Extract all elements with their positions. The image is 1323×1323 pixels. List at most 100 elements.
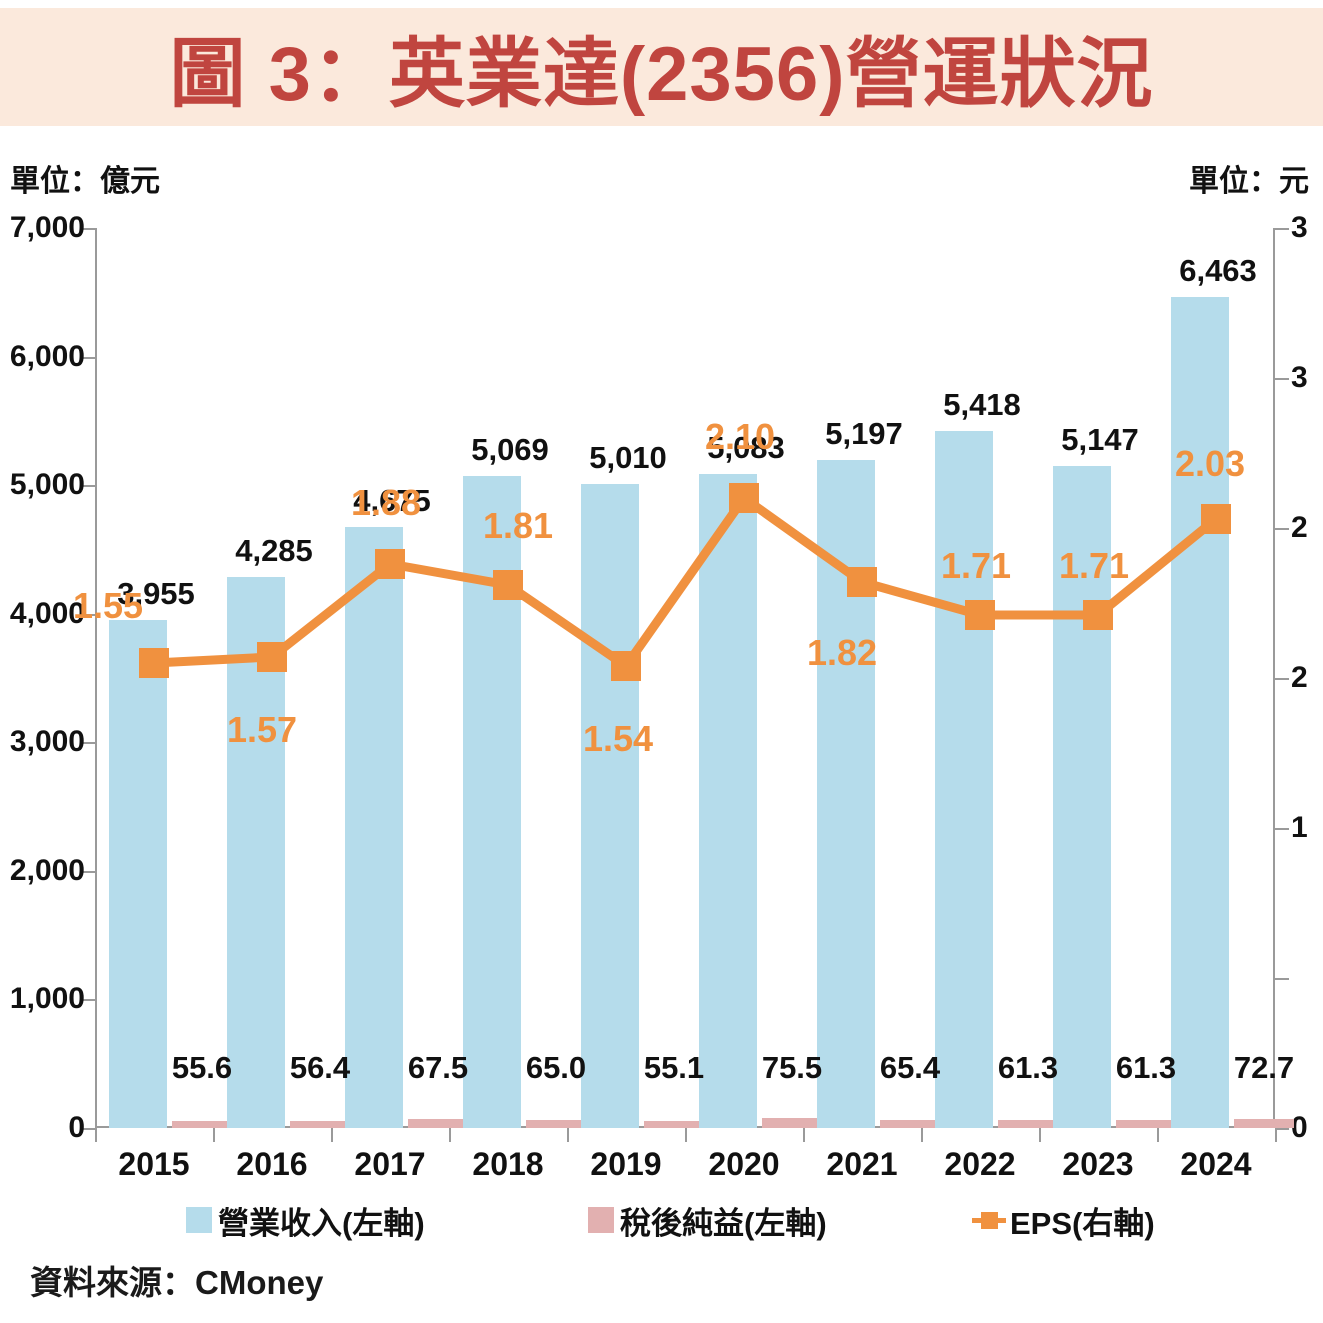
eps-value-label: 1.54	[582, 718, 654, 759]
profit-value-label: 55.1	[643, 1050, 705, 1085]
x-axis-tick	[803, 1128, 805, 1142]
title-band	[0, 8, 1323, 126]
revenue-value-label: 5,147	[1061, 422, 1139, 458]
eps-value-label: 1.88	[350, 482, 422, 523]
revenue-bar[interactable]	[463, 476, 521, 1128]
page-title: 圖 3：英業達(2356)營運狀況	[169, 32, 1154, 117]
x-axis-label: 2016	[236, 1146, 308, 1182]
eps-value-label: 1.55	[72, 585, 144, 626]
x-axis-label: 2020	[708, 1146, 780, 1182]
x-axis-label: 2024	[1180, 1146, 1252, 1182]
profit-bar[interactable]	[644, 1120, 704, 1128]
profit-value-label: 61.3	[997, 1050, 1059, 1085]
x-axis-tick	[1157, 1128, 1159, 1142]
right-axis-tick-label: 2	[1291, 511, 1308, 544]
x-axis-label: 2023	[1062, 1146, 1134, 1182]
left-axis-tick-label: 3,000	[9, 725, 85, 759]
left-axis-tick-label: 5,000	[9, 468, 85, 502]
x-axis-tick	[685, 1128, 687, 1142]
profit-value-label: 55.6	[171, 1050, 233, 1085]
profit-value-label: 72.7	[1233, 1050, 1295, 1085]
eps-value-label: 1.71	[1058, 545, 1130, 586]
profit-bar[interactable]	[408, 1119, 468, 1128]
revenue-value-label: 5,010	[589, 439, 667, 475]
chart-legend: 營業收入(左軸) 稅後純益(左軸) EPS(右軸)	[0, 1196, 1323, 1244]
legend-swatch-eps	[972, 1207, 1006, 1233]
revenue-bar[interactable]	[817, 459, 875, 1128]
eps-value-label: 1.71	[940, 545, 1012, 586]
left-axis-tick	[81, 870, 95, 873]
legend-item-profit[interactable]: 稅後純益(左軸)	[588, 1198, 827, 1243]
left-axis-line	[95, 228, 97, 1128]
plot-area: 0 1,000 2,000 3,000 4,000 5,000 6,000 7,000 0 1 2…	[10, 211, 1308, 1144]
right-axis-tick-label: 2	[1291, 661, 1308, 694]
left-axis-tick-label: 2,000	[9, 853, 85, 887]
x-axis-label: 2021	[826, 1146, 898, 1182]
legend-swatch-revenue	[186, 1207, 212, 1233]
left-axis-tick	[81, 485, 95, 488]
revenue-value-label: 4,675	[353, 482, 431, 518]
right-axis-tick	[1275, 978, 1289, 980]
x-axis-label: 2018	[472, 1146, 544, 1182]
profit-bar[interactable]	[290, 1120, 350, 1128]
right-axis-tick	[1275, 678, 1289, 680]
legend-swatch-profit	[588, 1207, 614, 1233]
profit-value-label: 61.3	[1115, 1050, 1177, 1085]
profit-value-label: 65.4	[879, 1050, 941, 1085]
left-axis-tick	[81, 1128, 95, 1130]
x-axis-tick	[567, 1128, 569, 1142]
right-axis-tick	[1275, 1128, 1289, 1130]
left-axis-tick-label: 1,000	[9, 982, 85, 1016]
eps-value-label: 1.57	[226, 709, 298, 750]
legend-item-eps[interactable]: EPS(右軸)	[972, 1198, 1155, 1243]
left-axis-tick-label: 7,000	[9, 211, 85, 244]
profit-bar[interactable]	[998, 1120, 1058, 1128]
legend-item-revenue[interactable]: 營業收入(左軸)	[186, 1198, 425, 1243]
revenue-bar[interactable]	[935, 431, 993, 1128]
revenue-bar[interactable]	[227, 577, 285, 1128]
x-axis-tick	[449, 1128, 451, 1142]
x-axis-label: 2015	[118, 1146, 190, 1182]
left-axis-tick	[81, 613, 95, 616]
revenue-bar[interactable]	[109, 619, 167, 1128]
eps-value-label: 2.10	[704, 416, 776, 457]
right-axis-tick	[1275, 228, 1289, 230]
eps-value-label: 1.82	[806, 632, 878, 673]
profit-bar[interactable]	[762, 1118, 822, 1128]
profit-bar[interactable]	[172, 1120, 232, 1128]
revenue-value-label: 6,463	[1179, 253, 1257, 289]
revenue-value-label: 5,197	[825, 415, 903, 451]
revenue-bar[interactable]	[345, 526, 403, 1128]
profit-value-label: 56.4	[289, 1050, 351, 1085]
right-axis-line	[1273, 228, 1275, 1128]
revenue-bar[interactable]	[581, 483, 639, 1128]
left-axis-tick	[81, 999, 95, 1002]
revenue-value-label: 5,418	[943, 387, 1021, 423]
profit-value-label: 67.5	[407, 1050, 469, 1085]
revenue-bar[interactable]	[1171, 297, 1229, 1128]
left-axis-tick	[81, 228, 95, 230]
x-axis-tick	[213, 1128, 215, 1142]
right-axis-tick-label: 3	[1291, 211, 1308, 244]
profit-bar[interactable]	[880, 1119, 940, 1128]
left-axis-tick-label: 6,000	[9, 339, 85, 373]
legend-eps-marker-icon	[981, 1212, 998, 1229]
right-axis-tick-label: 3	[1291, 361, 1308, 394]
revenue-bar[interactable]	[699, 474, 757, 1128]
eps-value-label: 1.81	[482, 505, 554, 546]
profit-bar[interactable]	[1234, 1118, 1294, 1128]
x-axis-label: 2019	[590, 1146, 662, 1182]
eps-value-label: 2.03	[1174, 443, 1246, 484]
right-axis-tick	[1275, 528, 1289, 530]
revenue-value-label: 5,083	[707, 430, 785, 466]
revenue-value-label: 5,069	[471, 432, 549, 468]
revenue-value-label: 3,955	[117, 575, 195, 611]
profit-value-label: 65.0	[525, 1050, 587, 1085]
legend-label-revenue: 營業收入(左軸)	[218, 1205, 425, 1241]
x-axis-label: 2022	[944, 1146, 1016, 1182]
profit-bar[interactable]	[526, 1119, 586, 1128]
x-axis-label: 2017	[354, 1146, 426, 1182]
profit-bar[interactable]	[1116, 1120, 1176, 1128]
legend-label-eps: EPS(右軸)	[1010, 1205, 1155, 1241]
revenue-value-label: 4,285	[235, 533, 313, 569]
